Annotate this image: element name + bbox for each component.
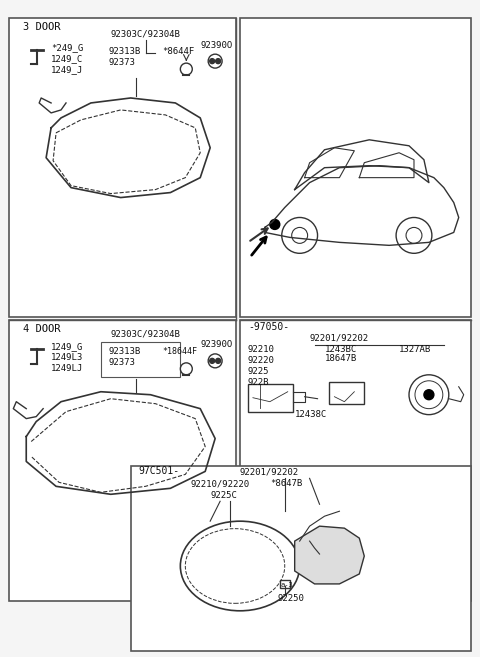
Ellipse shape bbox=[180, 521, 300, 611]
Bar bbox=[101, 342, 180, 377]
Text: 1249LJ: 1249LJ bbox=[51, 364, 84, 373]
Bar bbox=[248, 384, 293, 412]
Bar bbox=[329, 382, 364, 403]
Text: 1249L3: 1249L3 bbox=[51, 353, 84, 362]
Circle shape bbox=[208, 54, 222, 68]
Text: 1327AB: 1327AB bbox=[399, 345, 432, 354]
Text: 92201/92202: 92201/92202 bbox=[310, 334, 369, 343]
Text: 18647B: 18647B bbox=[324, 354, 357, 363]
Text: 97C501-: 97C501- bbox=[139, 466, 180, 476]
Bar bbox=[280, 580, 290, 588]
Text: 92373: 92373 bbox=[109, 58, 136, 67]
Circle shape bbox=[409, 374, 449, 415]
Text: 92313B: 92313B bbox=[109, 347, 141, 356]
Bar bbox=[131, 466, 471, 650]
Text: 92201/92202: 92201/92202 bbox=[240, 467, 299, 476]
Text: 92313B: 92313B bbox=[109, 47, 141, 56]
Text: 92210: 92210 bbox=[248, 345, 275, 354]
Bar bbox=[9, 18, 236, 317]
Circle shape bbox=[282, 217, 318, 254]
Text: 9225C: 9225C bbox=[210, 491, 237, 500]
Text: *249_G: *249_G bbox=[51, 43, 84, 52]
Circle shape bbox=[424, 390, 434, 399]
Text: 92303C/92304B: 92303C/92304B bbox=[111, 330, 180, 339]
Text: 92250: 92250 bbox=[278, 594, 305, 603]
Circle shape bbox=[180, 63, 192, 75]
Text: 92303C/92304B: 92303C/92304B bbox=[111, 30, 180, 38]
Circle shape bbox=[415, 381, 443, 409]
Text: 92373: 92373 bbox=[109, 358, 136, 367]
Text: 1249_J: 1249_J bbox=[51, 65, 84, 74]
Circle shape bbox=[208, 354, 222, 368]
Text: 1249_C: 1249_C bbox=[51, 54, 84, 63]
Circle shape bbox=[216, 358, 221, 363]
Text: 1249_G: 1249_G bbox=[51, 342, 84, 351]
Text: 1243BC: 1243BC bbox=[324, 345, 357, 354]
Text: 92210/92220: 92210/92220 bbox=[190, 480, 250, 488]
Text: *8644F: *8644F bbox=[162, 47, 195, 56]
Text: 92390O: 92390O bbox=[200, 340, 232, 349]
Text: *8647B: *8647B bbox=[270, 480, 302, 488]
Bar bbox=[240, 320, 471, 601]
Text: *18644F: *18644F bbox=[162, 347, 197, 356]
Text: -97050-: -97050- bbox=[248, 322, 289, 332]
Bar bbox=[9, 320, 236, 601]
Text: 3 DOOR: 3 DOOR bbox=[23, 22, 61, 32]
Text: 9225: 9225 bbox=[248, 367, 269, 376]
Bar bbox=[240, 18, 471, 317]
Text: 922B: 922B bbox=[248, 378, 269, 387]
Circle shape bbox=[292, 227, 308, 243]
Text: a-3: a-3 bbox=[281, 582, 293, 588]
Circle shape bbox=[270, 219, 280, 229]
Text: 92220: 92220 bbox=[248, 356, 275, 365]
Ellipse shape bbox=[185, 529, 285, 603]
Circle shape bbox=[216, 58, 221, 64]
Circle shape bbox=[180, 363, 192, 374]
Circle shape bbox=[210, 58, 215, 64]
Polygon shape bbox=[295, 526, 364, 584]
Text: 12438C: 12438C bbox=[295, 409, 327, 419]
Circle shape bbox=[406, 227, 422, 243]
Circle shape bbox=[396, 217, 432, 254]
Text: 92390O: 92390O bbox=[200, 41, 232, 50]
Text: 4 DOOR: 4 DOOR bbox=[23, 324, 61, 334]
Circle shape bbox=[210, 358, 215, 363]
